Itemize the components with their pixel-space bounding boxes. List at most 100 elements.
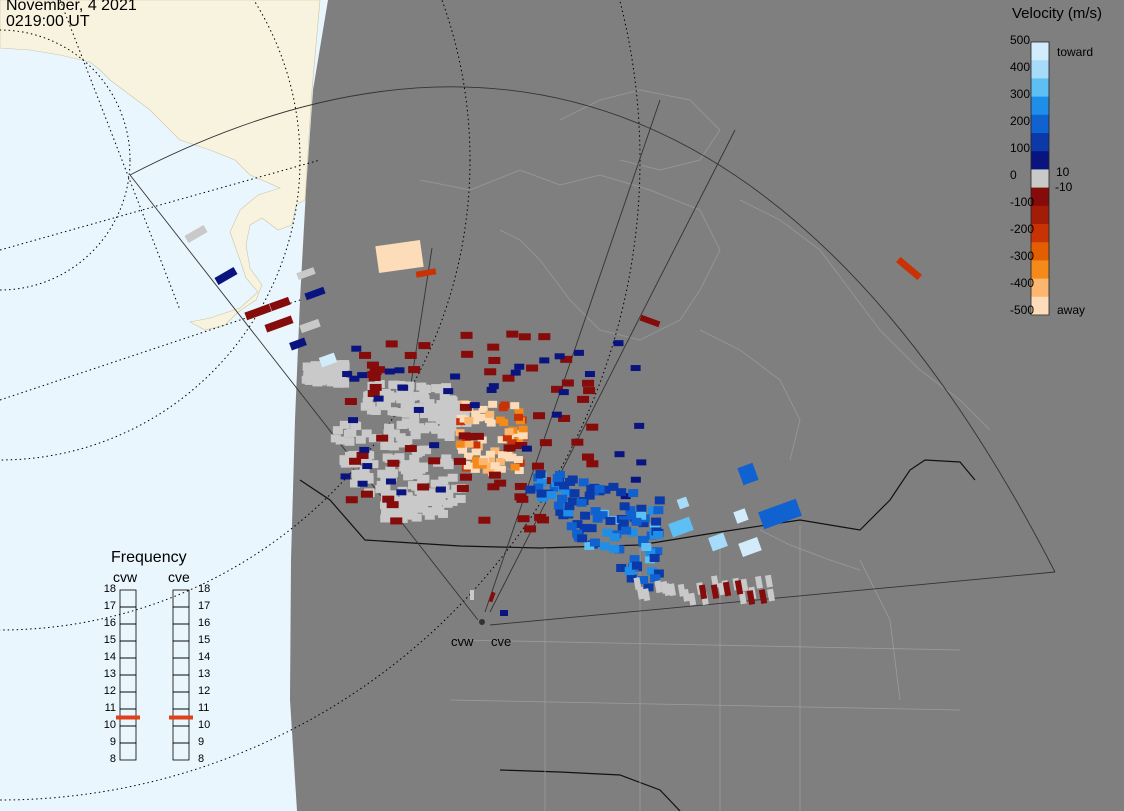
- range-cell: [450, 400, 461, 409]
- range-cell: [304, 286, 326, 301]
- range-cell: [634, 422, 645, 429]
- range-cell: [244, 303, 272, 321]
- range-cell: [584, 491, 595, 500]
- range-cell: [737, 462, 759, 486]
- range-cell: [447, 473, 458, 482]
- range-cell: [539, 357, 550, 364]
- range-cell: [455, 494, 466, 503]
- frequency-scale-label: 8: [198, 753, 205, 765]
- range-cell: [464, 417, 474, 425]
- range-cell: [414, 504, 425, 513]
- range-cell: [579, 524, 590, 533]
- range-cell: [409, 462, 420, 471]
- range-cell: [418, 499, 429, 508]
- frequency-scale-label: 11: [104, 702, 116, 714]
- site-label-cve: cve: [491, 634, 512, 649]
- range-cell: [471, 441, 481, 449]
- range-cell: [443, 388, 454, 395]
- range-cell: [344, 437, 355, 446]
- kodiak-island: [148, 36, 175, 55]
- range-cell: [381, 509, 392, 518]
- range-cell: [385, 478, 396, 485]
- range-cell: [636, 511, 647, 520]
- colorbar-segment: [1031, 278, 1049, 298]
- range-cell: [599, 542, 610, 551]
- range-cell: [589, 538, 600, 547]
- range-cell: [385, 340, 398, 348]
- range-cell: [310, 361, 321, 370]
- range-cell: [484, 416, 494, 424]
- colorbar-tick-label: 400: [1010, 60, 1031, 74]
- range-cell: [631, 561, 642, 570]
- range-cell: [629, 555, 640, 564]
- range-cell: [471, 448, 481, 456]
- range-cell: [373, 366, 386, 374]
- range-cell: [318, 352, 338, 368]
- toward-label: toward: [1057, 45, 1094, 59]
- colorbar-segment: [1031, 205, 1049, 225]
- range-cell: [652, 547, 663, 556]
- colorbar-tick-label: -400: [1010, 276, 1035, 290]
- range-cell: [414, 447, 425, 456]
- range-cell: [551, 411, 562, 418]
- range-cell: [351, 345, 362, 352]
- range-cell: [388, 490, 399, 499]
- colorbar-segment: [1031, 42, 1049, 61]
- range-cell: [385, 466, 396, 475]
- range-cell: [602, 528, 613, 537]
- range-cell: [554, 353, 565, 360]
- range-cell: [630, 476, 641, 483]
- range-cell: [384, 454, 395, 463]
- range-cell: [446, 395, 457, 404]
- range-cell: [625, 506, 636, 515]
- frequency-scale-label: 16: [198, 617, 211, 629]
- range-cell: [461, 350, 474, 358]
- range-cell: [482, 466, 492, 474]
- range-cell: [495, 458, 505, 466]
- frequency-title: Frequency: [111, 549, 187, 566]
- colorbar-segment: [1031, 60, 1049, 79]
- range-cell: [384, 423, 395, 432]
- range-cell: [395, 501, 406, 510]
- range-cell: [438, 406, 449, 415]
- range-cell: [651, 517, 662, 526]
- range-cell: [590, 507, 601, 516]
- range-cell: [586, 524, 597, 533]
- range-cell: [332, 426, 343, 435]
- range-cell: [404, 445, 417, 453]
- range-cell: [450, 373, 461, 380]
- range-cell: [459, 415, 469, 423]
- frequency-scale-label: 17: [198, 600, 211, 612]
- range-cell: [560, 355, 573, 363]
- range-cell: [397, 384, 408, 391]
- range-cell: [676, 496, 690, 510]
- range-cell: [478, 516, 491, 524]
- range-cell: [376, 389, 387, 398]
- range-cell: [411, 495, 422, 504]
- pos-threshold-label: 10: [1056, 165, 1070, 179]
- colorbar-segment: [1031, 187, 1049, 207]
- range-cell: [514, 493, 527, 501]
- velocity-cells: [184, 225, 922, 616]
- range-cell: [384, 437, 395, 446]
- range-cell: [417, 483, 430, 491]
- range-cell: [469, 402, 480, 409]
- cvw-frequency-column: [119, 742, 137, 761]
- range-cell: [624, 567, 635, 576]
- range-cell: [380, 402, 391, 411]
- range-cell: [452, 410, 463, 419]
- range-cell: [577, 534, 588, 543]
- range-cell: [413, 406, 424, 413]
- range-cell: [504, 428, 514, 436]
- range-cell: [486, 457, 496, 465]
- range-cell: [350, 421, 361, 430]
- range-cell: [459, 410, 470, 419]
- range-cell: [458, 432, 471, 440]
- border-line-south: [499, 769, 681, 811]
- range-cell: [435, 486, 446, 493]
- range-cell: [427, 423, 438, 432]
- colorbar-frame: [1030, 41, 1050, 316]
- range-cell: [357, 480, 368, 487]
- frequency-scale-label: 18: [103, 583, 116, 595]
- range-cell: [571, 438, 584, 446]
